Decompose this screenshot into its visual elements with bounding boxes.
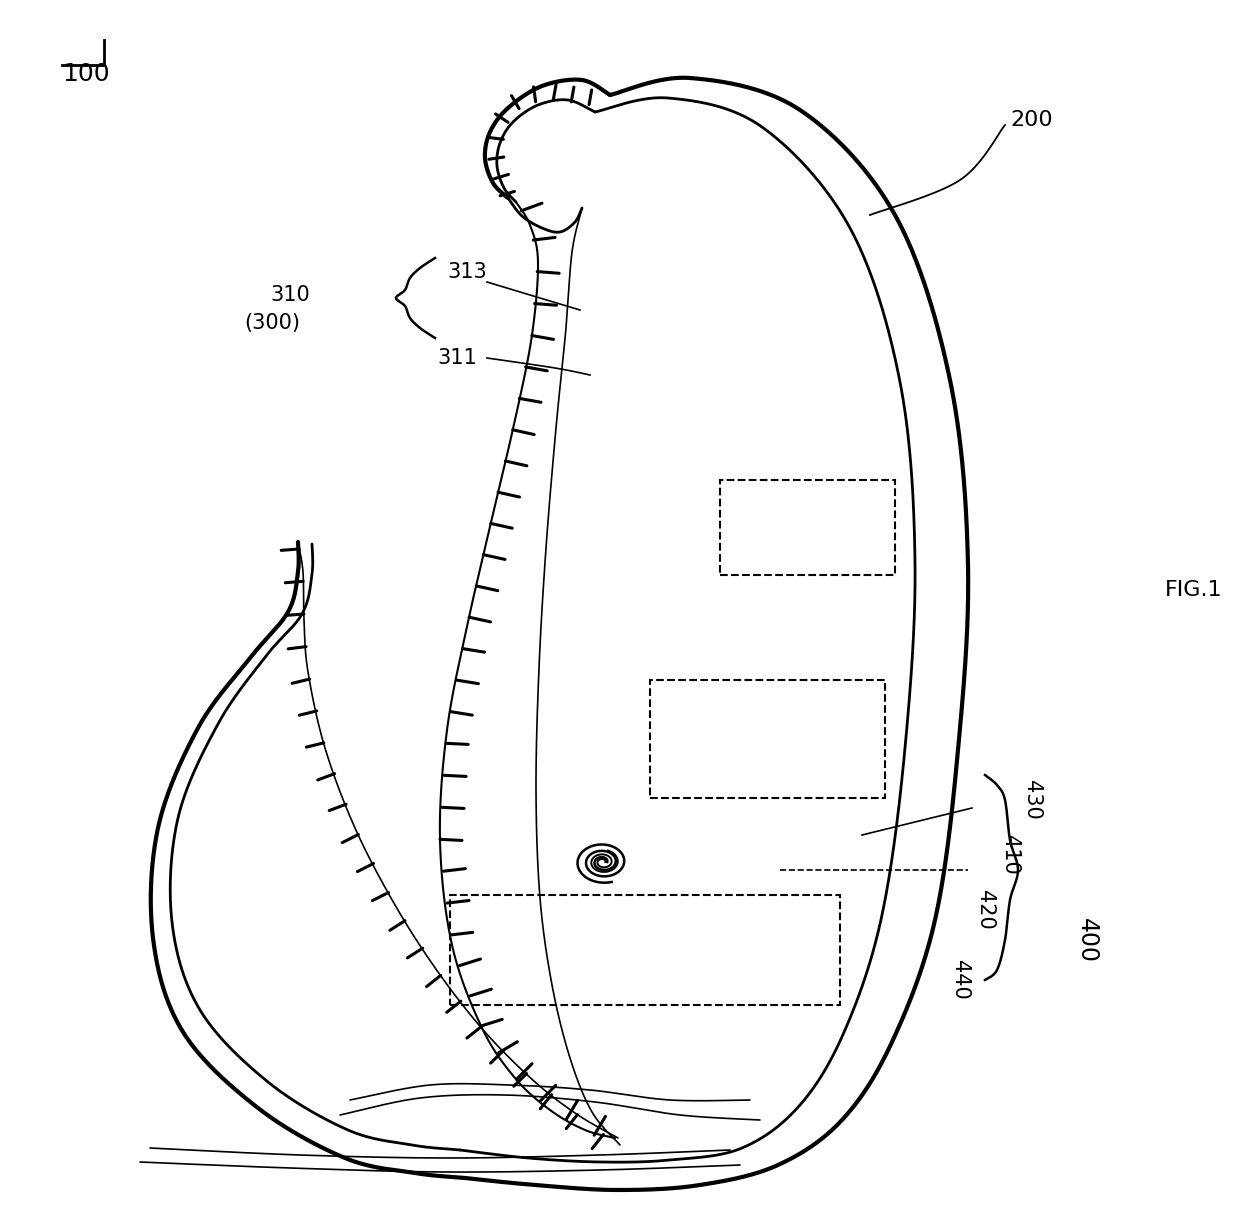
Text: FIG.1: FIG.1 bbox=[1166, 580, 1223, 600]
Text: 410: 410 bbox=[999, 835, 1021, 875]
Text: 313: 313 bbox=[446, 262, 487, 282]
Text: 310: 310 bbox=[270, 285, 310, 305]
Text: 200: 200 bbox=[1011, 110, 1053, 130]
Text: 420: 420 bbox=[975, 890, 994, 930]
Text: 440: 440 bbox=[950, 961, 970, 1000]
Text: (300): (300) bbox=[244, 313, 300, 333]
Text: 430: 430 bbox=[1022, 780, 1042, 820]
Text: 311: 311 bbox=[436, 347, 476, 368]
Text: 400: 400 bbox=[1075, 918, 1099, 963]
Text: 100: 100 bbox=[62, 62, 109, 87]
